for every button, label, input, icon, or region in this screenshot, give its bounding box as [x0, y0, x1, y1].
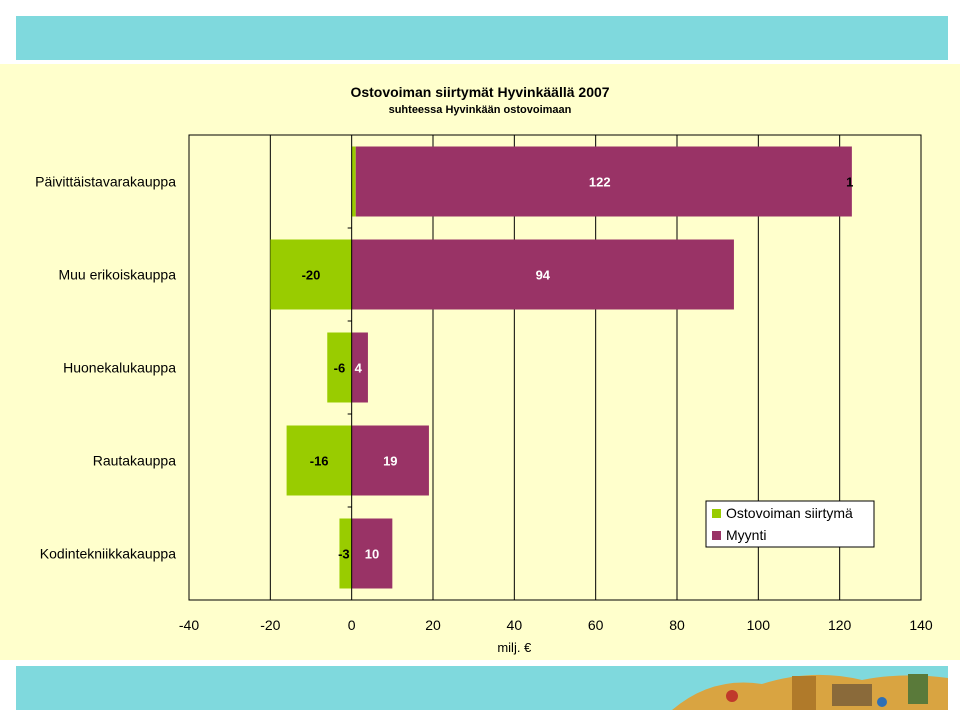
bar-ostovoiman-siirtyma	[327, 332, 352, 403]
legend-swatch	[712, 531, 721, 540]
legend-box	[705, 500, 875, 548]
bar-myynti	[355, 146, 852, 217]
x-tick-label: 60	[588, 617, 604, 633]
x-tick-label: 40	[507, 617, 523, 633]
x-axis-label: milj. €	[497, 640, 532, 655]
x-tick-label: 0	[348, 617, 356, 633]
data-label: -3	[338, 547, 350, 562]
category-label: Päivittäistavarakauppa	[35, 174, 176, 190]
bar-myynti	[351, 239, 734, 310]
category-label: Kodintekniikkakauppa	[40, 546, 176, 562]
bar-ostovoiman-siirtyma	[286, 425, 352, 496]
data-label: 4	[355, 361, 363, 376]
x-tick-label: -20	[260, 617, 280, 633]
bar-ostovoiman-siirtyma	[339, 518, 352, 589]
decorative-illustration	[672, 674, 948, 710]
data-label: 19	[383, 454, 397, 469]
x-tick-label: -40	[179, 617, 199, 633]
bar-ostovoiman-siirtyma	[351, 146, 356, 217]
x-tick-label: 100	[747, 617, 771, 633]
bar-ostovoiman-siirtyma	[270, 239, 352, 310]
data-label: -16	[310, 454, 329, 469]
x-tick-label: 20	[425, 617, 441, 633]
category-label: Huonekalukauppa	[63, 360, 176, 376]
category-label: Rautakauppa	[93, 453, 177, 469]
legend-entry: Myynti	[726, 527, 766, 543]
bar-myynti	[351, 425, 429, 496]
data-label: -20	[302, 268, 321, 283]
data-label: 1	[846, 175, 853, 190]
bar-myynti	[351, 518, 393, 589]
chart-title: Ostovoiman siirtymät Hyvinkäällä 2007	[350, 84, 610, 100]
bar-myynti	[351, 332, 368, 403]
category-label: Muu erikoiskauppa	[58, 267, 176, 283]
legend: Ostovoiman siirtymä Myynti	[705, 500, 875, 548]
data-label: 94	[536, 268, 551, 283]
chart-subtitle: suhteessa Hyvinkään ostovoimaan	[388, 104, 572, 116]
x-tick-label: 120	[828, 617, 852, 633]
data-label: -6	[334, 361, 346, 376]
data-label: 122	[589, 175, 611, 190]
x-tick-label: 80	[669, 617, 685, 633]
legend-swatch	[712, 509, 721, 518]
x-tick-label: 140	[909, 617, 933, 633]
legend-entry: Ostovoiman siirtymä	[726, 505, 853, 521]
data-label: 10	[365, 547, 379, 562]
header-band	[16, 16, 948, 60]
